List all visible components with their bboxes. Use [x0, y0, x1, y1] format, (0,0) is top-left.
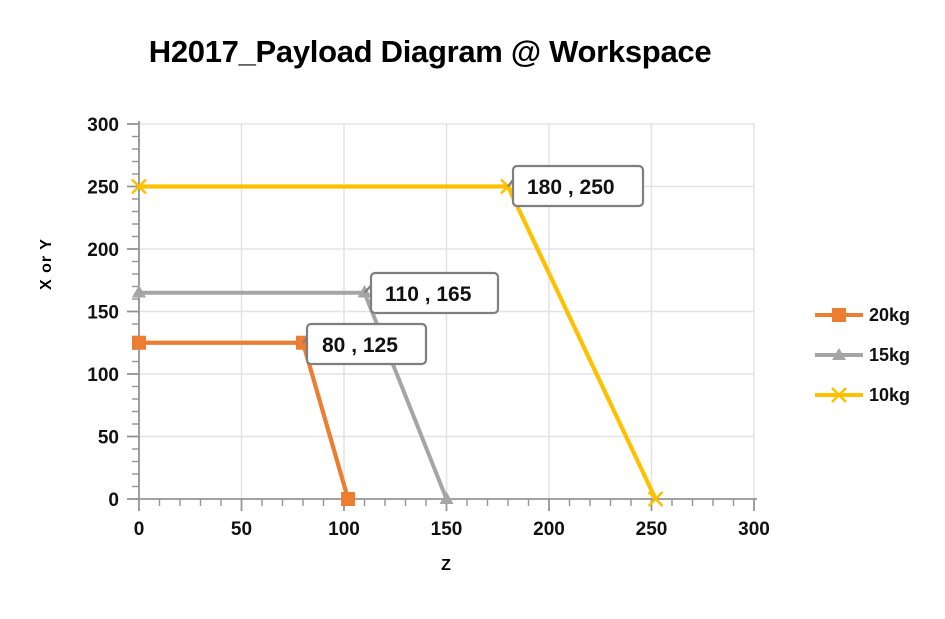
- legend-marker-triangle-icon: [815, 344, 863, 366]
- x-tick-label: 50: [231, 519, 252, 540]
- callout-110-165: 110 , 165: [369, 271, 500, 315]
- x-tick-label: 300: [738, 519, 770, 540]
- x-tick-labels: 0 50 100 150 200 250 300: [134, 519, 770, 540]
- callout-label: 180 , 250: [527, 176, 615, 199]
- legend-label: 20kg: [869, 304, 911, 325]
- callout-80-125: 80 , 125: [305, 322, 428, 366]
- y-tick-label: 0: [108, 490, 119, 511]
- y-tick-label: 250: [87, 178, 119, 199]
- callout-leaders: [302, 168, 521, 344]
- chart-legend: 20kg 15kg 10kg: [815, 295, 940, 415]
- callout-label: 110 , 165: [385, 283, 472, 306]
- x-axis-title: Z: [441, 557, 452, 574]
- y-tick-label: 300: [87, 115, 119, 136]
- x-tick-label: 100: [328, 519, 360, 540]
- x-tick-label: 250: [636, 519, 668, 540]
- y-axis: [127, 121, 140, 501]
- callout-180-250: 180 , 250: [511, 164, 645, 208]
- y-tick-label: 100: [87, 365, 119, 386]
- x-tick-label: 150: [431, 519, 463, 540]
- y-tick-label: 150: [87, 303, 119, 324]
- legend-item-20kg[interactable]: 20kg: [815, 295, 940, 335]
- legend-marker-x-icon: [815, 384, 863, 406]
- legend-item-10kg[interactable]: 10kg: [815, 375, 940, 415]
- y-tick-labels: 300 250 200 150 100 50 0: [87, 115, 119, 511]
- y-axis-title: X or Y: [38, 238, 55, 290]
- callout-label: 80 , 125: [322, 334, 398, 357]
- x-tick-label: 200: [533, 519, 565, 540]
- legend-label: 15kg: [869, 344, 911, 365]
- legend-marker-square-icon: [815, 304, 863, 326]
- y-tick-label: 200: [87, 240, 119, 261]
- x-tick-label: 0: [134, 519, 145, 540]
- chart-title: H2017_Payload Diagram @ Workspace: [148, 34, 712, 69]
- series-15kg: [132, 285, 454, 504]
- legend-label: 10kg: [869, 384, 911, 405]
- legend-item-15kg[interactable]: 15kg: [815, 335, 940, 375]
- y-tick-label: 50: [98, 428, 119, 449]
